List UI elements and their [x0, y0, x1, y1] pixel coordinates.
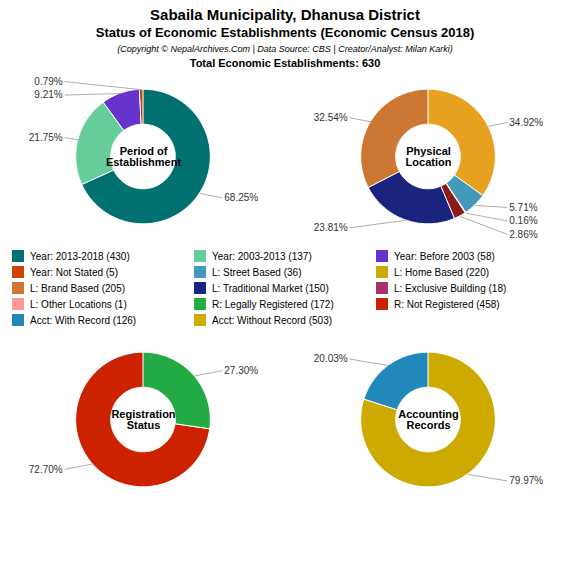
- svg-text:68.25%: 68.25%: [224, 192, 258, 203]
- svg-text:2.86%: 2.86%: [509, 229, 537, 240]
- svg-text:32.54%: 32.54%: [313, 112, 347, 123]
- html-text:Year: Before 2003 (58): Year: Before 2003 (58): [394, 250, 495, 262]
- html-text:L: Traditional Market (150): L: Traditional Market (150): [212, 282, 329, 294]
- html-text:L: Home Based (220): L: Home Based (220): [394, 266, 490, 278]
- html-text:Status of Economic Establishme: Status of Economic Establishments (Econo…: [95, 25, 475, 40]
- svg-text:72.70%: 72.70%: [28, 464, 62, 475]
- svg-text:PhysicalLocation: PhysicalLocation: [405, 145, 451, 168]
- svg-text:0.79%: 0.79%: [34, 76, 62, 87]
- html-text:Acct: With Record (126): Acct: With Record (126): [30, 314, 137, 326]
- html-text:Sabaila Municipality, Dhanusa: Sabaila Municipality, Dhanusa District: [150, 6, 420, 23]
- svg-text:23.81%: 23.81%: [313, 222, 347, 233]
- html-text:Year: 2013-2018 (430): Year: 2013-2018 (430): [30, 250, 130, 262]
- svg-text:Period ofEstablishment: Period ofEstablishment: [105, 145, 181, 168]
- html-text:L: Street Based (36): L: Street Based (36): [212, 266, 302, 278]
- html-text:Total Economic Establishments:: Total Economic Establishments: 630: [189, 57, 381, 69]
- svg-text:AccountingRecords: AccountingRecords: [398, 408, 459, 431]
- html-text:Year: Not Stated (5): Year: Not Stated (5): [30, 266, 118, 278]
- svg-text:0.16%: 0.16%: [509, 215, 537, 226]
- svg-text:27.30%: 27.30%: [224, 365, 258, 376]
- svg-text:5.71%: 5.71%: [509, 202, 537, 213]
- html-text:L: Exclusive Building (18): L: Exclusive Building (18): [394, 282, 507, 294]
- html-text:(Copyright © NepalArchives.Com: (Copyright © NepalArchives.Com | Data So…: [117, 44, 453, 54]
- html-text:Acct: Without Record (503): Acct: Without Record (503): [212, 314, 332, 326]
- html-text:R: Not Registered (458): R: Not Registered (458): [394, 298, 500, 310]
- html-text:L: Other Locations (1): L: Other Locations (1): [30, 298, 127, 310]
- svg-text:RegistrationStatus: RegistrationStatus: [111, 408, 175, 431]
- svg-text:21.75%: 21.75%: [28, 132, 62, 143]
- svg-text:34.92%: 34.92%: [509, 117, 543, 128]
- svg-text:9.21%: 9.21%: [34, 89, 62, 100]
- html-text:Year: 2003-2013 (137): Year: 2003-2013 (137): [212, 250, 312, 262]
- html-text:R: Legally Registered (172): R: Legally Registered (172): [212, 298, 334, 310]
- svg-text:20.03%: 20.03%: [313, 353, 347, 364]
- html-text:L: Brand Based (205): L: Brand Based (205): [30, 282, 126, 294]
- svg-text:79.97%: 79.97%: [509, 475, 543, 486]
